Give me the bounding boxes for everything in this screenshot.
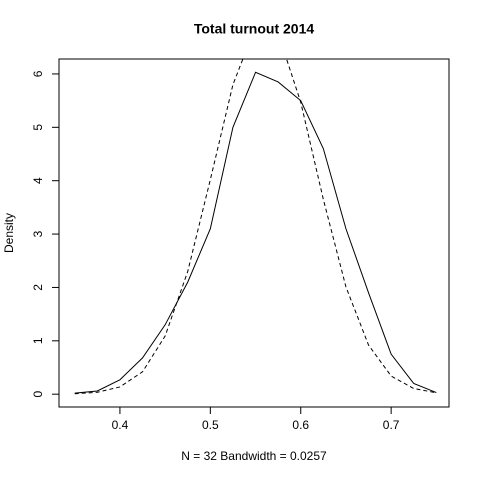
y-axis-label: Density <box>2 213 16 253</box>
y-tick-label: 2 <box>31 284 45 291</box>
y-tick-label: 6 <box>31 70 45 77</box>
y-tick-label: 0 <box>31 391 45 398</box>
y-tick-label: 3 <box>31 230 45 237</box>
y-tick-label: 4 <box>31 177 45 184</box>
y-tick-label: 1 <box>31 337 45 344</box>
plot-area <box>74 59 437 395</box>
density-line <box>74 59 437 395</box>
x-axis-label: N = 32 Bandwidth = 0.0257 <box>181 449 327 463</box>
x-tick-label: 0.5 <box>202 418 219 432</box>
density-line <box>74 71 437 394</box>
y-tick-label: 5 <box>31 124 45 131</box>
chart-title: Total turnout 2014 <box>194 21 315 37</box>
x-tick-label: 0.7 <box>383 418 400 432</box>
x-tick-label: 0.6 <box>292 418 309 432</box>
x-tick-label: 0.4 <box>112 418 129 432</box>
